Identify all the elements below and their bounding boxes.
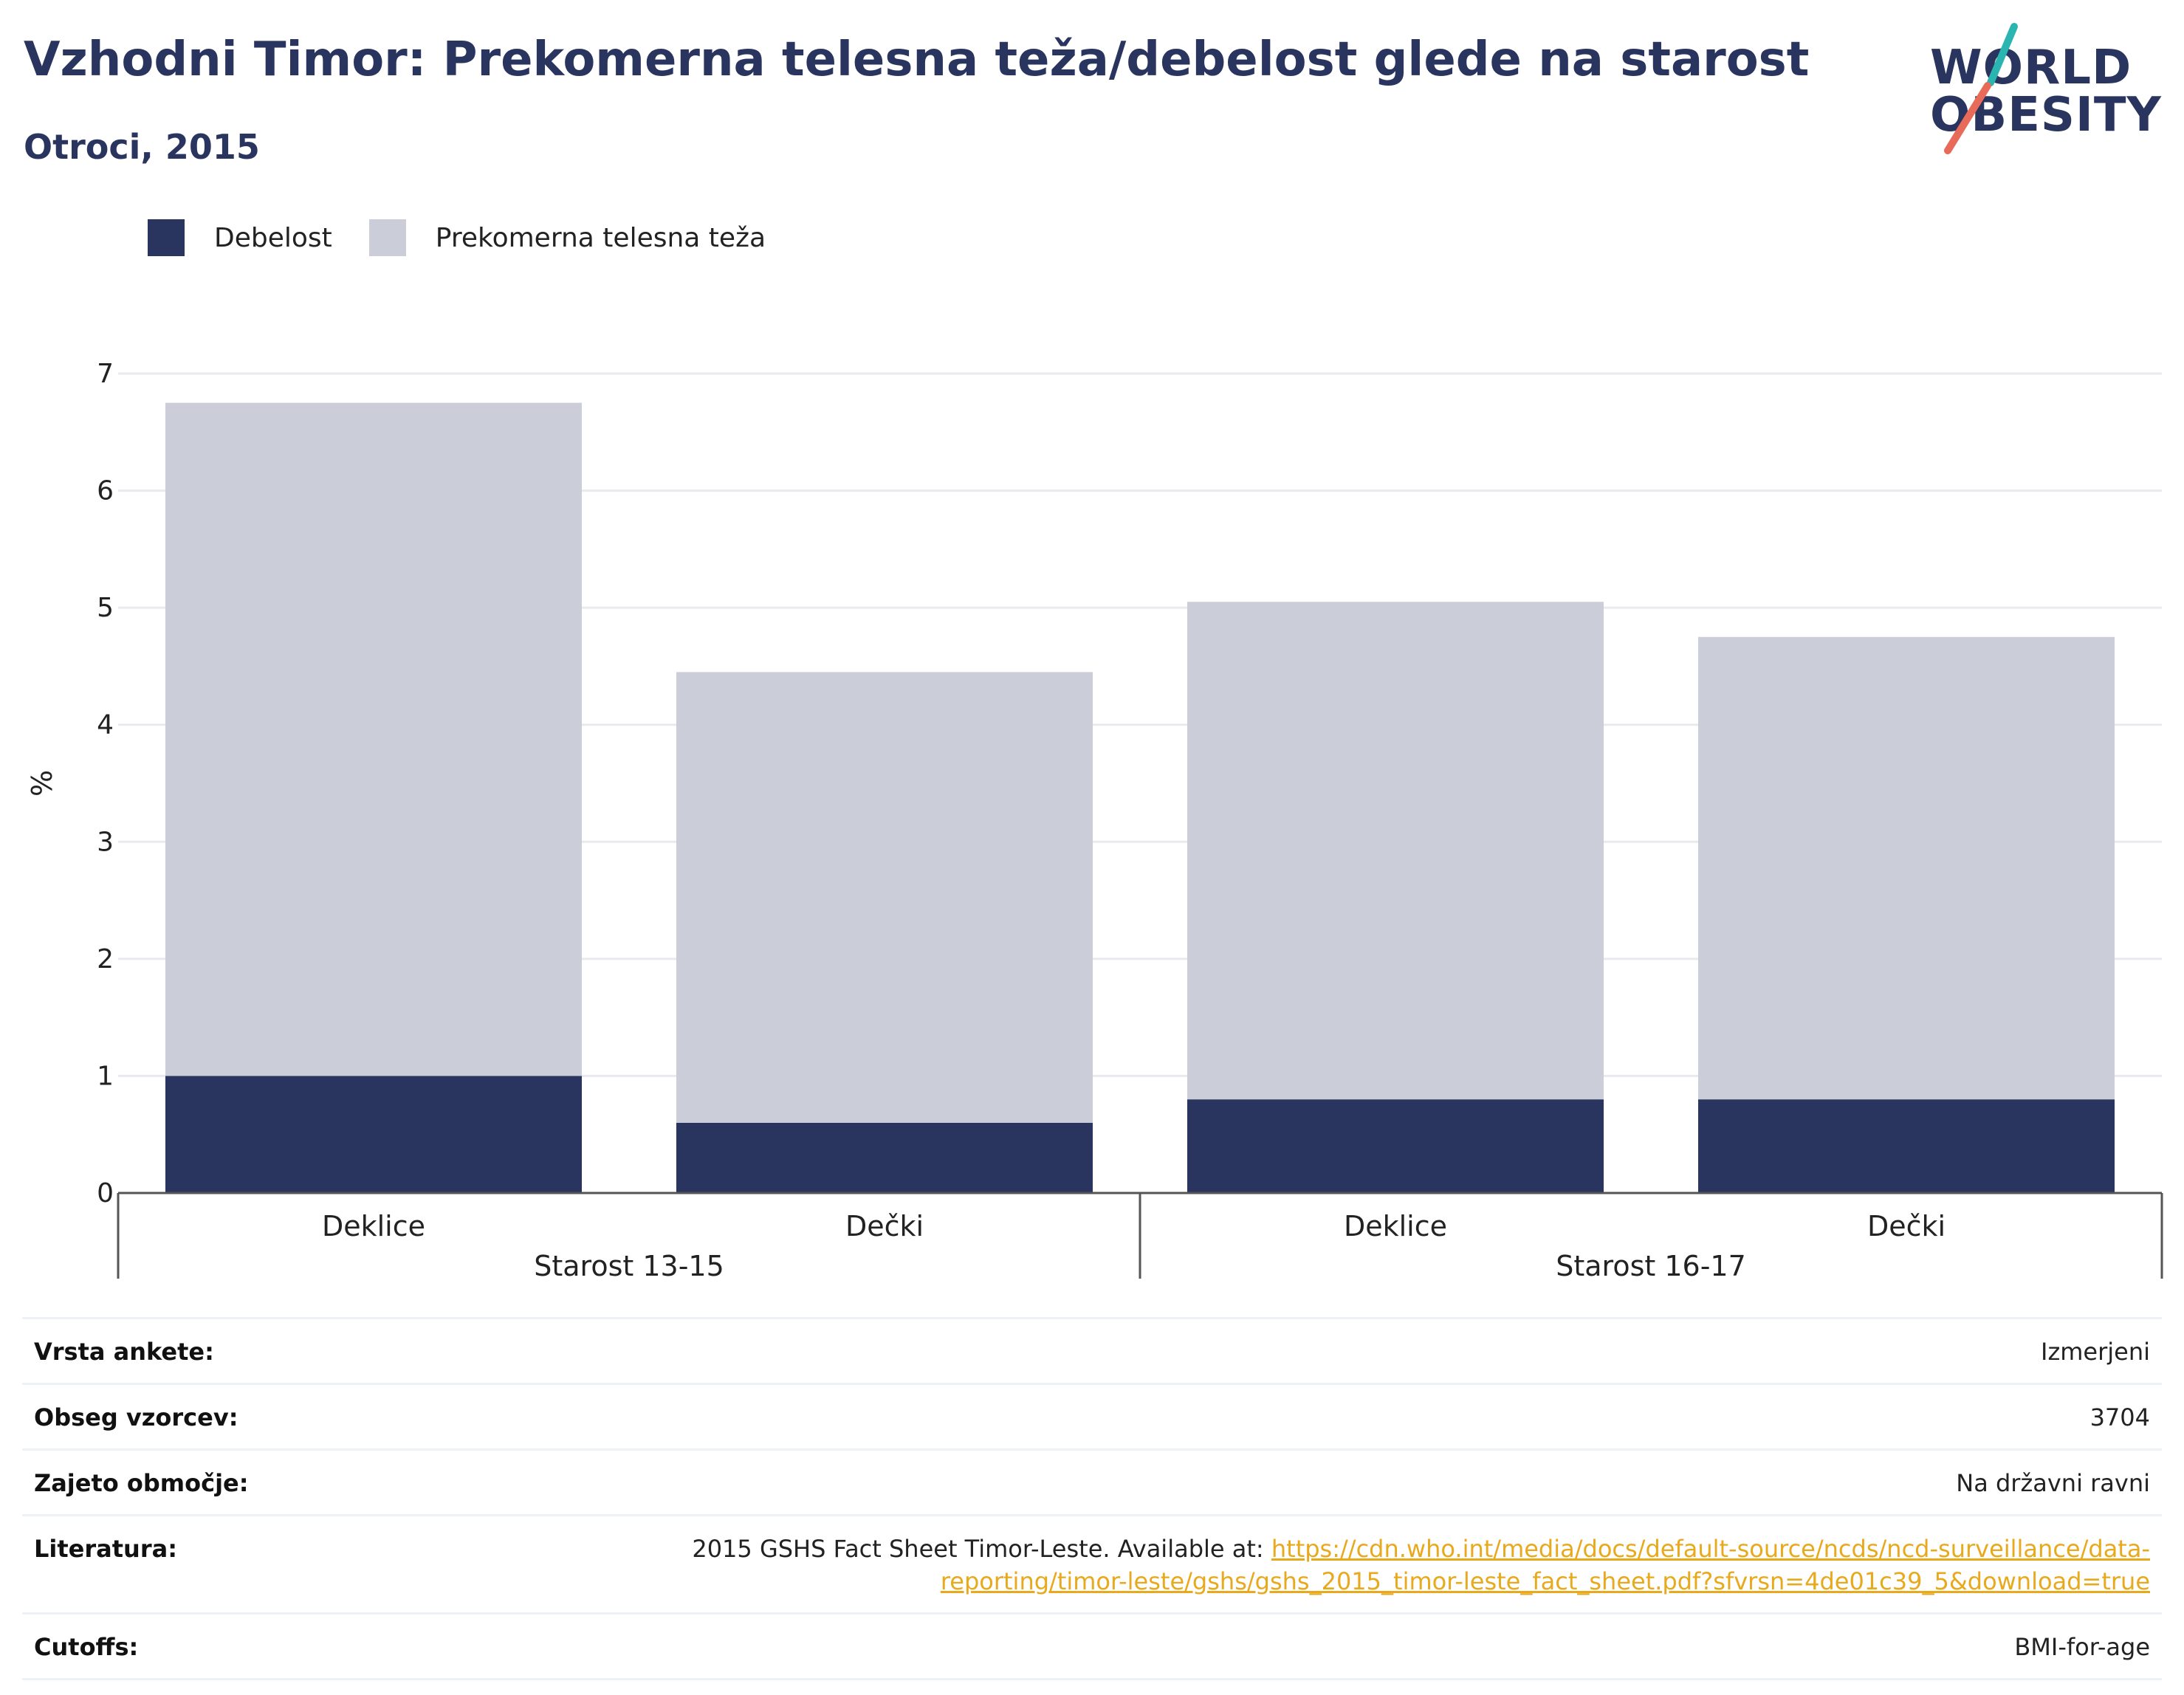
literature-text: 2015 GSHS Fact Sheet Timor-Leste. Availa… [692, 1535, 1271, 1563]
legend-swatch-prekomerna [368, 219, 406, 256]
info-table: Vrsta ankete: Izmerjeni Obseg vzorcev: 3… [22, 1317, 2162, 1680]
info-row-sample-size: Obseg vzorcev: 3704 [22, 1383, 2162, 1448]
y-axis-label: % [26, 770, 58, 797]
y-tick-label: 6 [97, 476, 114, 506]
info-value-literature: 2015 GSHS Fact Sheet Timor-Leste. Availa… [673, 1533, 2150, 1598]
info-label: Literatura: [34, 1535, 177, 1563]
info-label: Cutoffs: [34, 1633, 139, 1661]
info-value: BMI-for-age [2014, 1633, 2150, 1661]
x-category-label: Dečki [845, 1210, 924, 1242]
info-row-survey-type: Vrsta ankete: Izmerjeni [22, 1317, 2162, 1383]
info-row-coverage: Zajeto območje: Na državni ravni [22, 1448, 2162, 1514]
literature-link[interactable]: https://cdn.who.int/media/docs/default-s… [940, 1535, 2150, 1595]
legend-label-prekomerna: Prekomerna telesna teža [435, 222, 766, 253]
chart-legend: Debelost Prekomerna telesna teža [148, 219, 766, 257]
world-obesity-logo: WORLD OBESITY [1920, 18, 2171, 158]
bar-segment [165, 402, 582, 1076]
x-group-label: Starost 16-17 [1556, 1250, 1746, 1282]
y-tick-label: 1 [97, 1061, 114, 1091]
chart-title: Vzhodni Timor: Prekomerna telesna teža/d… [24, 32, 1810, 87]
logo-line1: WORLD [1930, 41, 2132, 95]
info-value: Na državni ravni [1956, 1469, 2150, 1497]
bar-segment [1698, 636, 2115, 1100]
info-value: 3704 [2089, 1403, 2150, 1431]
chart-subtitle: Otroci, 2015 [24, 127, 260, 167]
legend-item-debelost[interactable]: Debelost [148, 219, 332, 256]
bar-segment [676, 672, 1093, 1123]
info-row-cutoffs: Cutoffs: BMI-for-age [22, 1612, 2162, 1680]
info-value: Izmerjeni [2041, 1338, 2150, 1366]
bar-segment [1187, 602, 1604, 1100]
info-label: Vrsta ankete: [34, 1338, 214, 1366]
y-tick-label: 7 [97, 359, 114, 389]
x-category-label: Deklice [1344, 1210, 1447, 1242]
stacked-bar-chart: 0 1 2 3 4 5 6 7% Deklice Dečki Deklice Dečki Starost… [26, 359, 2163, 1282]
info-label: Obseg vzorcev: [34, 1403, 238, 1431]
logo-slash-icon [1944, 23, 2018, 154]
y-tick-label: 2 [97, 944, 114, 974]
info-label: Zajeto območje: [34, 1469, 249, 1497]
bar-segment [165, 1076, 582, 1193]
x-category-label: Dečki [1867, 1210, 1946, 1242]
legend-item-prekomerna[interactable]: Prekomerna telesna teža [368, 219, 766, 256]
x-group-label: Starost 13-15 [534, 1250, 724, 1282]
bar-segment [676, 1122, 1093, 1193]
y-tick-label: 0 [97, 1178, 114, 1208]
y-tick-label: 3 [97, 827, 114, 857]
info-row-literature: Literatura: 2015 GSHS Fact Sheet Timor-L… [22, 1514, 2162, 1612]
x-category-label: Deklice [322, 1210, 425, 1242]
y-tick-label: 4 [97, 710, 114, 740]
y-tick-label: 5 [97, 593, 114, 623]
bar-segment [1187, 1099, 1604, 1193]
legend-label-debelost: Debelost [214, 222, 332, 253]
legend-swatch-debelost [148, 219, 185, 256]
bar-segment [1698, 1099, 2115, 1193]
